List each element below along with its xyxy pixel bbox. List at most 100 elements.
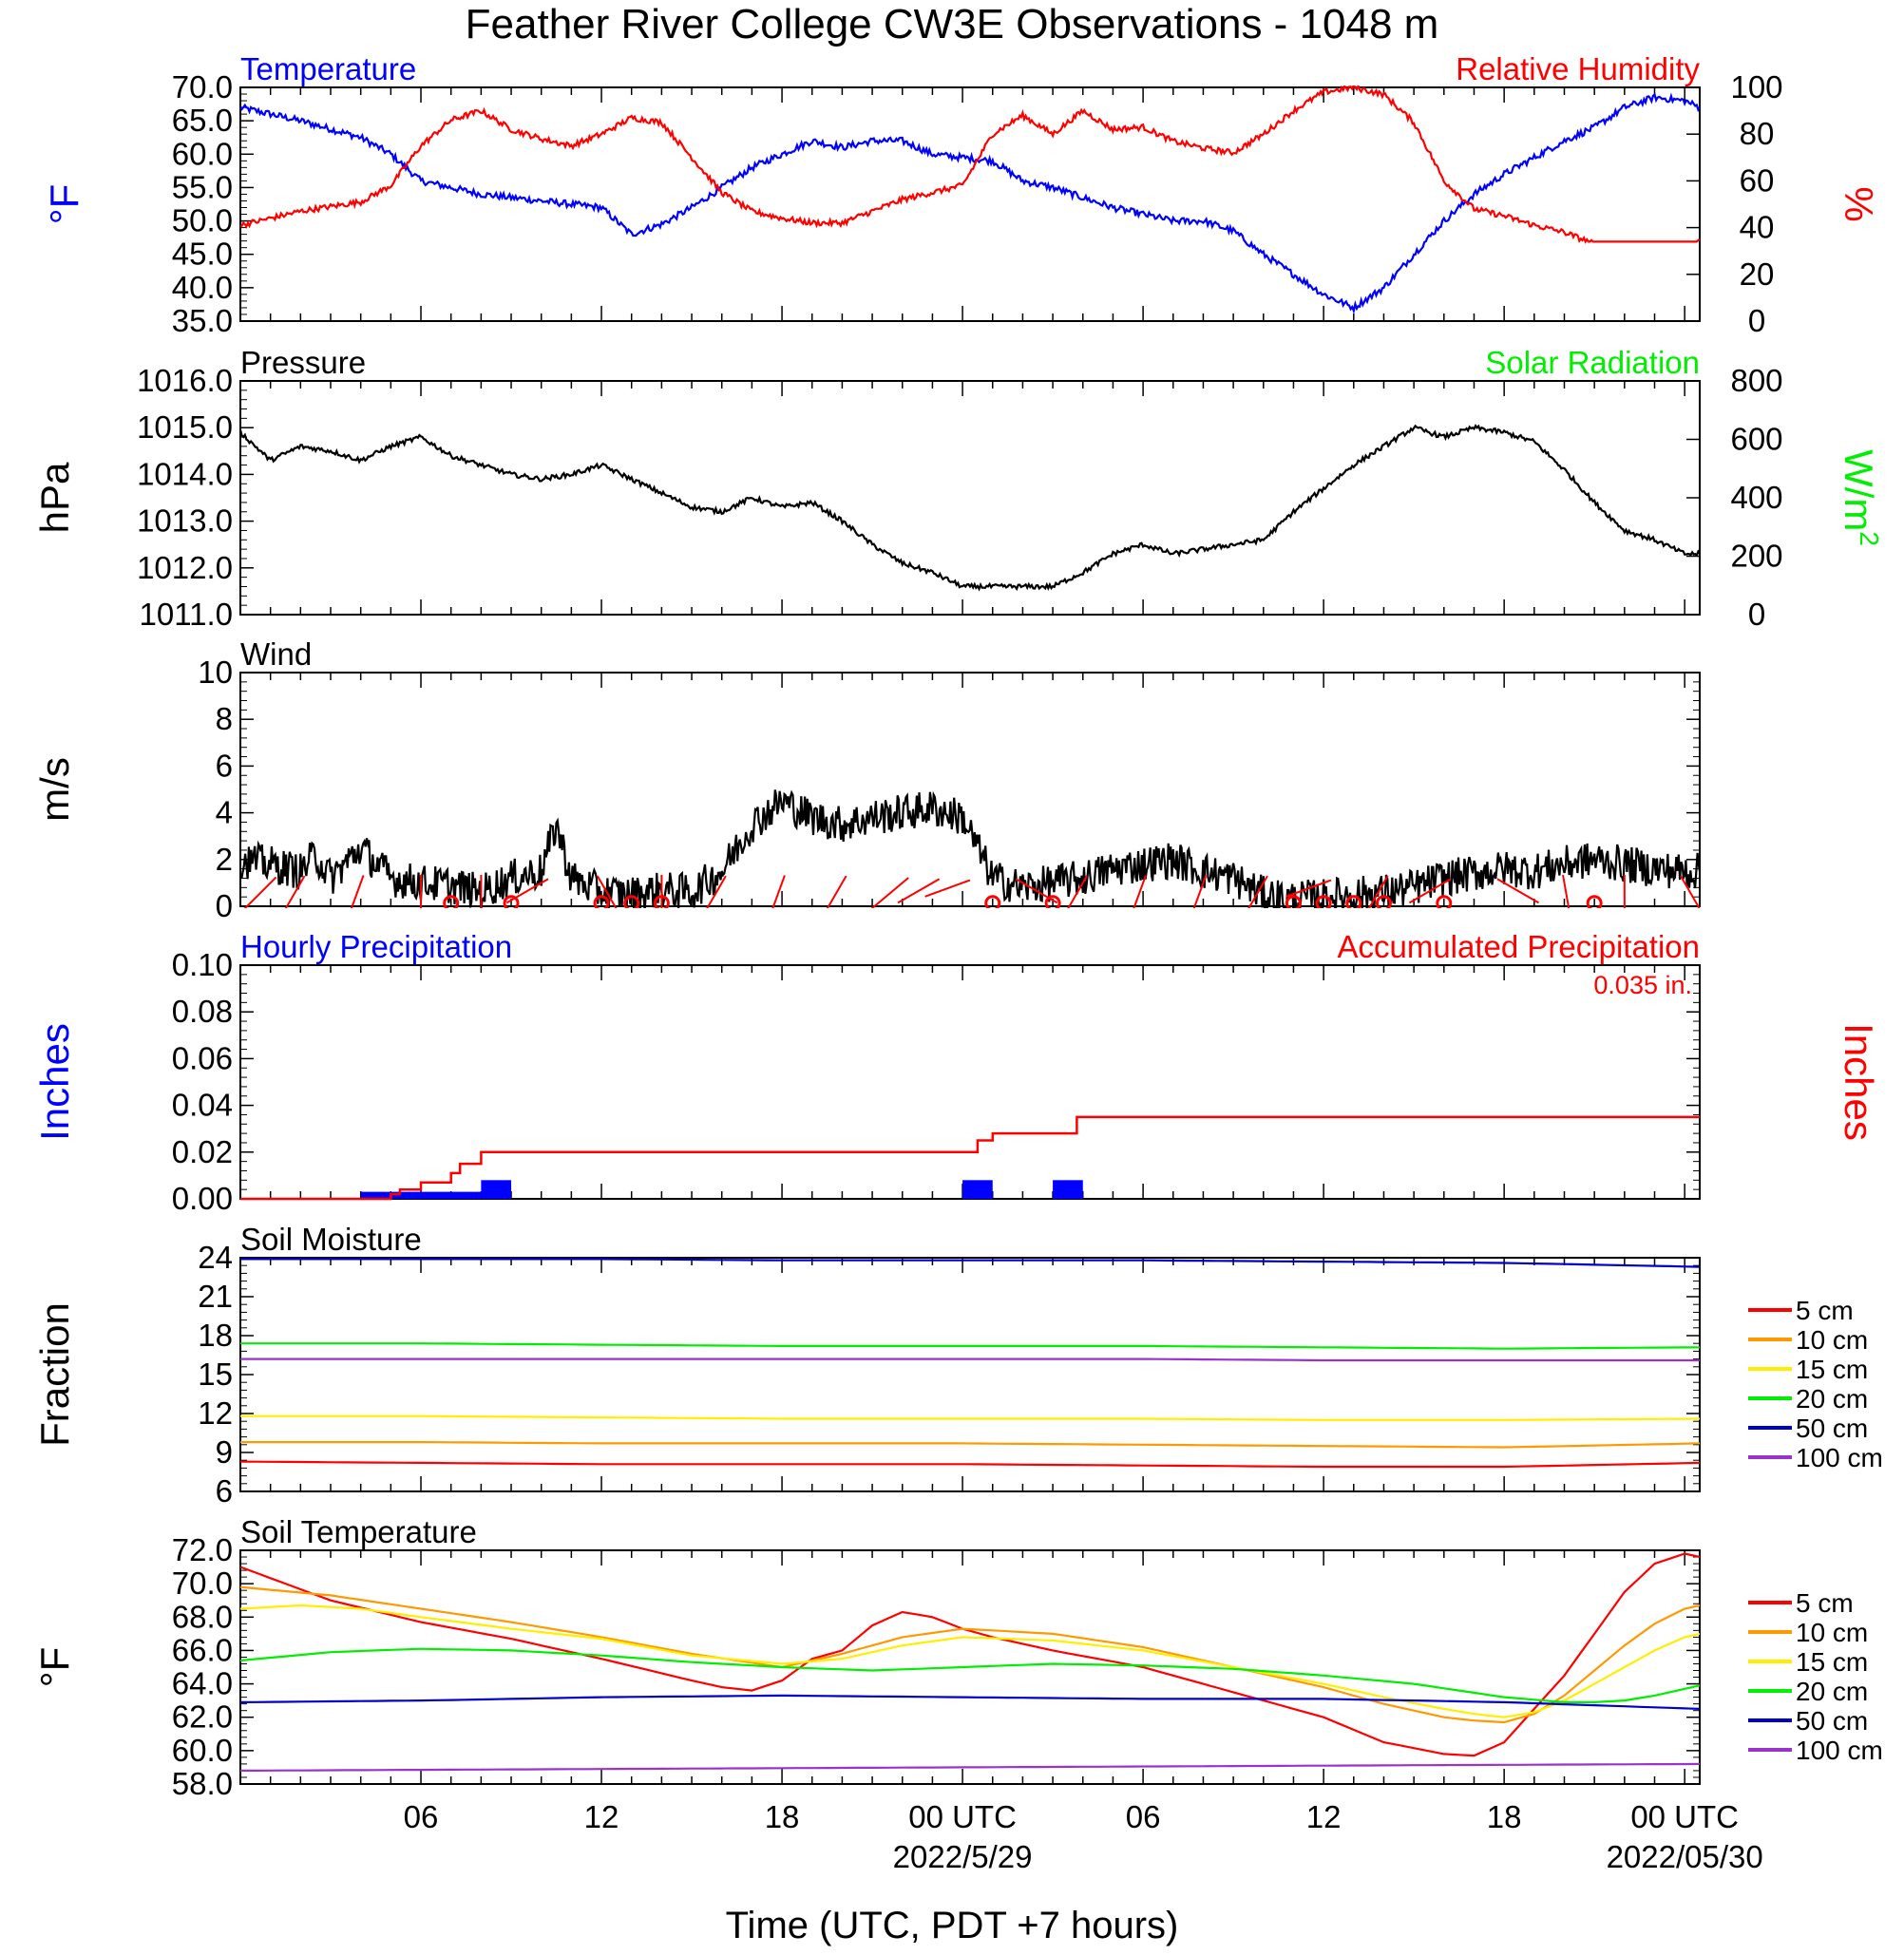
- wind-barb: [1133, 875, 1147, 908]
- y-tick-label-left: 55.0: [172, 169, 233, 204]
- y-tick-label-left: 6: [216, 1473, 233, 1509]
- calm-wind-marker: [1044, 895, 1061, 908]
- panel-soil-temperature: 58.060.062.064.066.068.070.072.0 °F Soil T…: [32, 1514, 1883, 1801]
- legend-label: 15 cm: [1796, 1355, 1868, 1384]
- y-tick-label-left: 18: [198, 1318, 233, 1353]
- panels: 35.040.045.050.055.060.065.070.002040608…: [32, 51, 1884, 1801]
- y-tick-label-left: 1016.0: [137, 363, 233, 398]
- plot-frame: [239, 1549, 1701, 1785]
- y-axis-title-left: °F: [42, 184, 86, 224]
- y-tick-label-left: 0: [216, 888, 233, 923]
- y-tick-label-left: 24: [198, 1240, 233, 1275]
- y-tick-label-left: 70.0: [172, 69, 233, 104]
- panel-title-right: Solar Radiation: [1485, 345, 1700, 380]
- plot-area: [240, 1552, 1700, 1772]
- series-line-wind: [240, 789, 1700, 908]
- panel-title-left: Hourly Precipitation: [240, 929, 512, 964]
- calm-wind-marker: [593, 895, 610, 908]
- x-tick-label: 00 UTC: [908, 1799, 1017, 1834]
- panel-pressure-solar: 1011.0 1012.0 1013.0 1014.0 1015.0 1016.0 0 200…: [32, 345, 1884, 632]
- plot-frame: [239, 86, 1701, 322]
- figure-title: Feather River College CW3E Observations …: [466, 1, 1439, 47]
- legend-label: 5 cm: [1796, 1296, 1854, 1325]
- y-tick-label-left: 10: [198, 655, 233, 690]
- calm-wind-marker: [1285, 895, 1302, 908]
- y-tick-label-left: 12: [198, 1395, 233, 1431]
- y-tick-label-right: 100: [1730, 69, 1782, 104]
- panel-wind: 0 2 4 6 8 10 m/s Wind: [32, 636, 1701, 923]
- panel-title-left: Temperature: [240, 51, 416, 86]
- wind-barb: [243, 876, 277, 908]
- hourly-precip-bar: [481, 1180, 512, 1199]
- legend-label: 10 cm: [1796, 1325, 1868, 1355]
- series-line-temperature: [240, 92, 1700, 314]
- y-axis-title-left: hPa: [32, 462, 77, 533]
- wind-barb: [897, 878, 941, 904]
- wind-barb: [1192, 875, 1208, 908]
- legend-label: 100 cm: [1796, 1443, 1883, 1472]
- y-tick-label-left: 72.0: [172, 1532, 233, 1567]
- y-tick-label-left: 9: [216, 1434, 233, 1470]
- y-tick-label-left: 68.0: [172, 1599, 233, 1634]
- legend-label: 10 cm: [1796, 1618, 1868, 1647]
- hourly-precip-bar: [421, 1191, 451, 1199]
- hourly-precip-bar: [450, 1191, 482, 1199]
- y-tick-label-left: 0.08: [172, 994, 233, 1029]
- plot-area: [240, 789, 1700, 908]
- legend-label: 20 cm: [1796, 1677, 1868, 1706]
- y-tick-label-right: 400: [1730, 480, 1782, 515]
- hourly-precip-bar: [962, 1180, 993, 1199]
- y-tick-label-left: 35.0: [172, 303, 233, 338]
- legend-label: 50 cm: [1796, 1706, 1868, 1736]
- x-tick-label: 12: [1306, 1799, 1342, 1834]
- y-axis-title-left: Fraction: [32, 1302, 77, 1447]
- wind-barb: [1562, 874, 1571, 908]
- series-line-5-cm: [240, 1460, 1700, 1469]
- plot-area: [240, 1115, 1700, 1201]
- calm-wind-marker: [1345, 895, 1362, 908]
- panel-title-right: Relative Humidity: [1456, 51, 1700, 86]
- panel-temperature-rh: 35.040.045.050.055.060.065.070.0 0 20 40 60 8…: [42, 51, 1881, 338]
- y-axis-title-right-unit: W/m: [1837, 449, 1881, 531]
- y-tick-label-left: 62.0: [172, 1699, 233, 1735]
- x-date-label: 2022/5/29: [893, 1839, 1033, 1874]
- y-tick-label-left: 50.0: [172, 203, 233, 238]
- y-tick-label-left: 66.0: [172, 1632, 233, 1667]
- x-date-label: 2022/05/30: [1607, 1839, 1763, 1874]
- y-tick-label-right: 0: [1748, 597, 1765, 632]
- y-tick-label-left: 1014.0: [137, 456, 233, 491]
- y-tick-label-left: 45.0: [172, 237, 233, 272]
- series-line-10-cm: [240, 1585, 1700, 1724]
- y-tick-label-left: 0.02: [172, 1134, 233, 1169]
- calm-wind-marker: [1586, 895, 1603, 908]
- plot-area: [240, 1258, 1700, 1469]
- y-axis-title-left: °F: [32, 1647, 77, 1687]
- x-tick-label: 06: [404, 1799, 439, 1834]
- y-tick-label-left: 0.06: [172, 1040, 233, 1075]
- calm-wind-marker: [443, 895, 460, 908]
- x-tick-label: 18: [765, 1799, 800, 1834]
- hourly-precip-bar: [360, 1191, 391, 1199]
- wind-barb: [1367, 875, 1389, 908]
- calm-wind-marker: [623, 895, 640, 908]
- calm-wind-marker: [1315, 895, 1332, 908]
- y-tick-label-left: 0.00: [172, 1181, 233, 1216]
- y-tick-label-right: 0: [1748, 303, 1765, 338]
- y-tick-label-left: 0.10: [172, 947, 233, 982]
- wind-barb: [826, 875, 847, 908]
- y-tick-label-right: 200: [1730, 539, 1782, 574]
- x-tick-label: 18: [1487, 1799, 1522, 1834]
- series-line-15-cm: [240, 1604, 1700, 1718]
- y-axis-title-left: Inches: [32, 1023, 77, 1141]
- series-line-pressure: [240, 424, 1700, 592]
- y-tick-label-left: 8: [216, 701, 233, 736]
- y-tick-label-left: 4: [216, 795, 233, 830]
- x-tick-label: 00 UTC: [1630, 1799, 1739, 1834]
- legend-label: 15 cm: [1796, 1647, 1868, 1677]
- panel-title-left: Soil Moisture: [240, 1222, 422, 1257]
- y-tick-label-left: 58.0: [172, 1766, 233, 1801]
- x-axis: 06 12 18 00 UTC 2022/5/29 06 12 18 00 UTC 2022/05…: [404, 1799, 1763, 1874]
- y-axis-title-right: Inches: [1837, 1023, 1881, 1141]
- legend-label: 5 cm: [1796, 1588, 1854, 1618]
